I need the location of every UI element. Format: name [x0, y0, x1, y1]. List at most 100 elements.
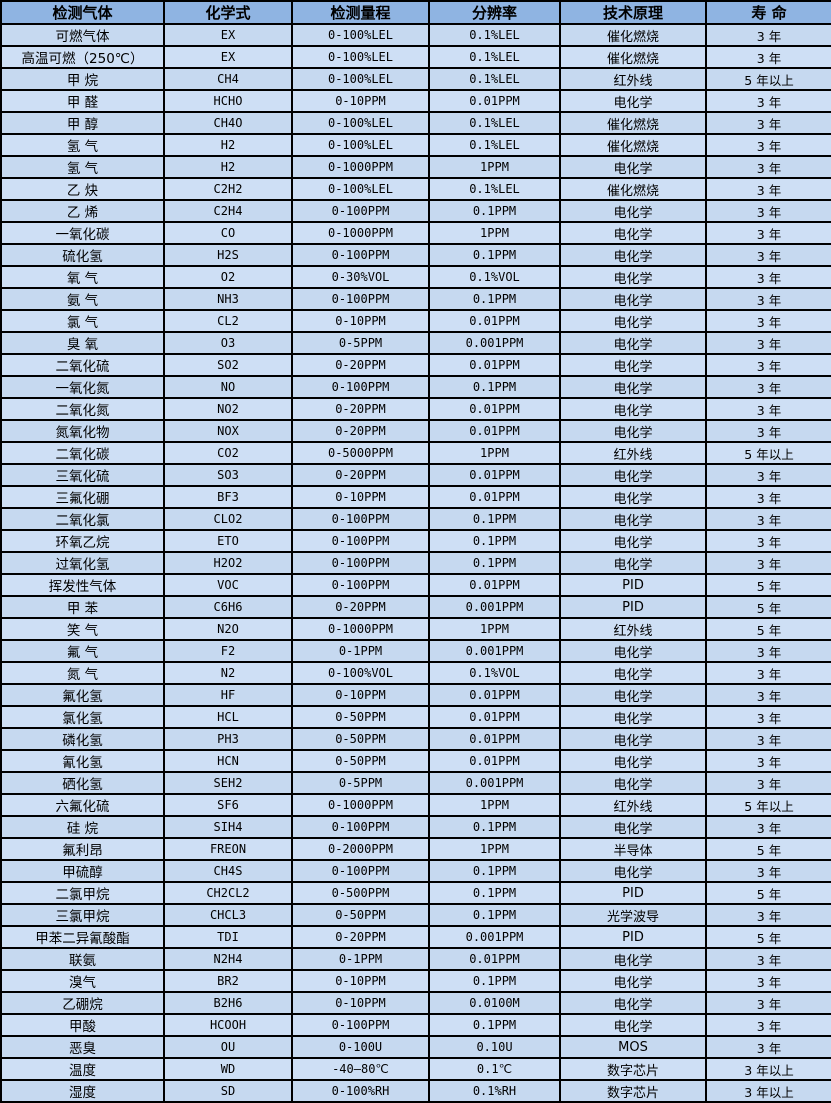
cell-life: 3 年	[705, 353, 831, 377]
cell-principle: PID	[559, 573, 707, 597]
cell-range: 0-100PPM	[291, 199, 430, 223]
cell-range: 0-100%LEL	[291, 177, 430, 201]
cell-gas: 硅 烷	[0, 815, 165, 839]
table-row: 六氟化硫 SF6 0-1000PPM 1PPM 红外线 5 年以上	[0, 793, 831, 817]
cell-principle: 数字芯片	[559, 1057, 707, 1081]
cell-principle: 数字芯片	[559, 1079, 707, 1103]
cell-principle: 电化学	[559, 1013, 707, 1037]
table-row: 甲 醇 CH4O 0-100%LEL 0.1%LEL 催化燃烧 3 年	[0, 111, 831, 135]
cell-life: 3 年	[705, 749, 831, 773]
cell-gas: 甲 苯	[0, 595, 165, 619]
cell-principle: 红外线	[559, 617, 707, 641]
cell-formula: SO2	[163, 353, 293, 377]
cell-principle: 红外线	[559, 793, 707, 817]
cell-range: 0-20PPM	[291, 463, 430, 487]
cell-principle: 电化学	[559, 991, 707, 1015]
cell-range: -40—80℃	[291, 1057, 430, 1081]
cell-resolution: 1PPM	[428, 155, 561, 179]
cell-resolution: 0.01PPM	[428, 947, 561, 971]
cell-life: 3 年	[705, 243, 831, 267]
cell-life: 3 年	[705, 375, 831, 399]
table-row: 甲苯二异氰酸酯 TDI 0-20PPM 0.001PPM PID 5 年	[0, 925, 831, 949]
table-row: 温度 WD -40—80℃ 0.1℃ 数字芯片 3 年以上	[0, 1057, 831, 1081]
cell-formula: WD	[163, 1057, 293, 1081]
cell-principle: 电化学	[559, 683, 707, 707]
cell-range: 0-100%LEL	[291, 67, 430, 91]
cell-range: 0-100PPM	[291, 243, 430, 267]
cell-gas: 一氧化碳	[0, 221, 165, 245]
cell-life: 3 年	[705, 111, 831, 135]
cell-life: 3 年	[705, 397, 831, 421]
cell-range: 0-100%LEL	[291, 45, 430, 69]
cell-principle: PID	[559, 925, 707, 949]
cell-formula: PH3	[163, 727, 293, 751]
table-row: 甲 醛 HCHO 0-10PPM 0.01PPM 电化学 3 年	[0, 89, 831, 113]
cell-life: 3 年	[705, 815, 831, 839]
table-row: 氧 气 O2 0-30%VOL 0.1%VOL 电化学 3 年	[0, 265, 831, 289]
column-header-range: 检测量程	[291, 0, 430, 25]
table-header: 检测气体 化学式 检测量程 分辨率 技术原理寿 命	[0, 0, 831, 25]
table-row: 氢 气 H2 0-1000PPM 1PPM 电化学 3 年	[0, 155, 831, 179]
cell-gas: 乙 炔	[0, 177, 165, 201]
cell-gas: 乙 烯	[0, 199, 165, 223]
column-header-gas: 检测气体	[0, 0, 165, 25]
cell-formula: CLO2	[163, 507, 293, 531]
cell-life: 3 年	[705, 705, 831, 729]
cell-formula: OU	[163, 1035, 293, 1059]
cell-gas: 高温可燃（250℃）	[0, 45, 165, 69]
cell-resolution: 0.01PPM	[428, 397, 561, 421]
cell-formula: BF3	[163, 485, 293, 509]
cell-resolution: 1PPM	[428, 793, 561, 817]
table-row: 湿度 SD 0-100%RH 0.1%RH 数字芯片 3 年以上	[0, 1079, 831, 1103]
cell-life: 3 年	[705, 45, 831, 69]
cell-gas: 氟利昂	[0, 837, 165, 861]
cell-formula: HCL	[163, 705, 293, 729]
table-row: 磷化氢 PH3 0-50PPM 0.01PPM 电化学 3 年	[0, 727, 831, 751]
cell-formula: N2H4	[163, 947, 293, 971]
cell-gas: 甲 烷	[0, 67, 165, 91]
cell-life: 3 年	[705, 507, 831, 531]
cell-formula: SEH2	[163, 771, 293, 795]
table-row: 氯 气 CL2 0-10PPM 0.01PPM 电化学 3 年	[0, 309, 831, 333]
cell-resolution: 0.01PPM	[428, 683, 561, 707]
cell-resolution: 0.1PPM	[428, 199, 561, 223]
cell-principle: 红外线	[559, 67, 707, 91]
table-row: 一氧化碳 CO 0-1000PPM 1PPM 电化学 3 年	[0, 221, 831, 245]
cell-principle: 电化学	[559, 89, 707, 113]
cell-resolution: 0.1PPM	[428, 507, 561, 531]
cell-resolution: 1PPM	[428, 441, 561, 465]
cell-formula: H2	[163, 133, 293, 157]
cell-formula: H2S	[163, 243, 293, 267]
cell-principle: 电化学	[559, 353, 707, 377]
cell-gas: 氰化氢	[0, 749, 165, 773]
cell-gas: 氧 气	[0, 265, 165, 289]
cell-principle: 催化燃烧	[559, 111, 707, 135]
cell-principle: 电化学	[559, 265, 707, 289]
cell-life: 3 年以上	[705, 1079, 831, 1103]
cell-resolution: 0.1%LEL	[428, 23, 561, 47]
cell-range: 0-20PPM	[291, 925, 430, 949]
cell-gas: 甲 醇	[0, 111, 165, 135]
cell-resolution: 0.1PPM	[428, 969, 561, 993]
table-row: 三氧化硫 SO3 0-20PPM 0.01PPM 电化学 3 年	[0, 463, 831, 487]
cell-resolution: 0.001PPM	[428, 771, 561, 795]
column-header-principle: 技术原理	[559, 0, 707, 25]
table-row: 挥发性气体 VOC 0-100PPM 0.01PPM PID 5 年	[0, 573, 831, 597]
table-row: 氮 气 N2 0-100%VOL 0.1%VOL 电化学 3 年	[0, 661, 831, 685]
cell-range: 0-1000PPM	[291, 617, 430, 641]
cell-life: 3 年	[705, 969, 831, 993]
cell-resolution: 0.1PPM	[428, 1013, 561, 1037]
table-row: 三氟化硼 BF3 0-10PPM 0.01PPM 电化学 3 年	[0, 485, 831, 509]
cell-principle: 电化学	[559, 463, 707, 487]
cell-resolution: 1PPM	[428, 837, 561, 861]
cell-life: 3 年	[705, 221, 831, 245]
table-row: 甲硫醇 CH4S 0-100PPM 0.1PPM 电化学 3 年	[0, 859, 831, 883]
cell-formula: SIH4	[163, 815, 293, 839]
cell-life: 3 年	[705, 683, 831, 707]
cell-gas: 硒化氢	[0, 771, 165, 795]
cell-principle: 催化燃烧	[559, 177, 707, 201]
cell-principle: 红外线	[559, 441, 707, 465]
cell-gas: 氢 气	[0, 133, 165, 157]
cell-range: 0-1000PPM	[291, 793, 430, 817]
cell-principle: 电化学	[559, 705, 707, 729]
